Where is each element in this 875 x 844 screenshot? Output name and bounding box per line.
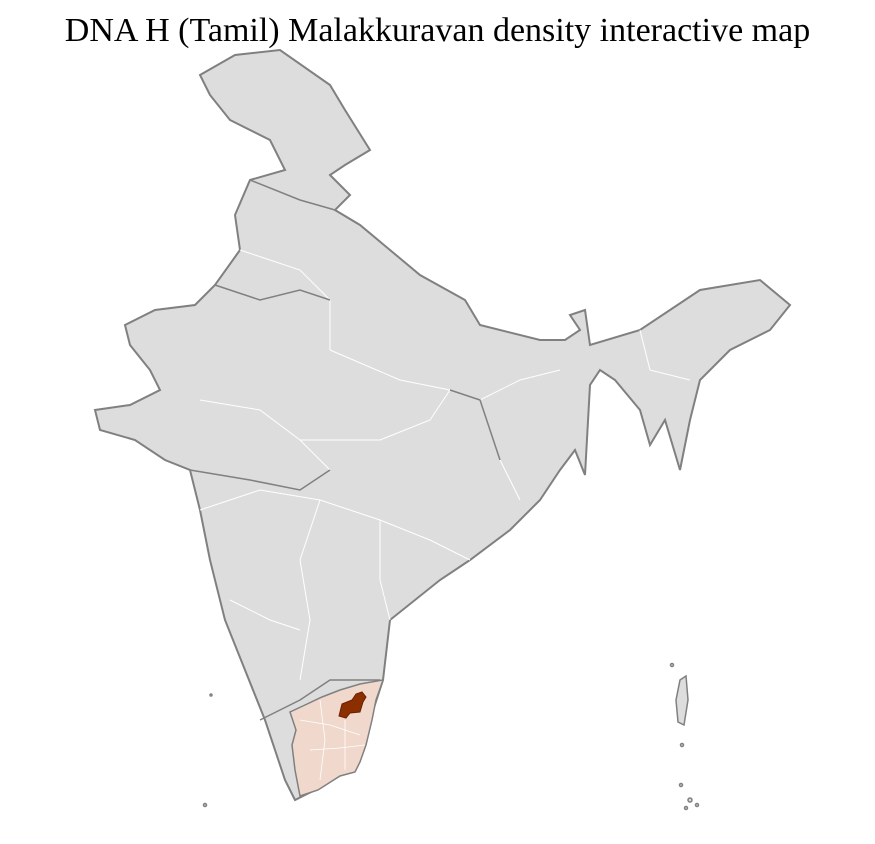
tn-district-borders [299,699,366,781]
district-highlight[interactable] [338,691,367,719]
country-shape [93,48,792,802]
andaman-nicobar-islands[interactable] [669,662,700,811]
lakshadweep-islands [202,693,213,808]
map-title: DNA H (Tamil) Malakkuravan density inter… [64,12,811,49]
state-outlines [189,179,501,721]
india-outline[interactable] [93,48,792,802]
